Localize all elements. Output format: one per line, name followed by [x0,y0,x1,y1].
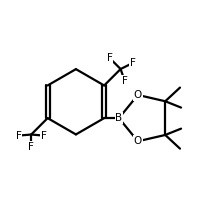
Text: F: F [130,58,136,68]
Text: F: F [41,131,47,141]
Text: B: B [115,113,123,123]
Text: O: O [134,136,142,146]
Text: F: F [28,142,34,152]
Text: F: F [107,53,113,63]
Text: F: F [16,131,22,141]
Text: O: O [134,90,142,100]
Text: F: F [122,76,128,86]
